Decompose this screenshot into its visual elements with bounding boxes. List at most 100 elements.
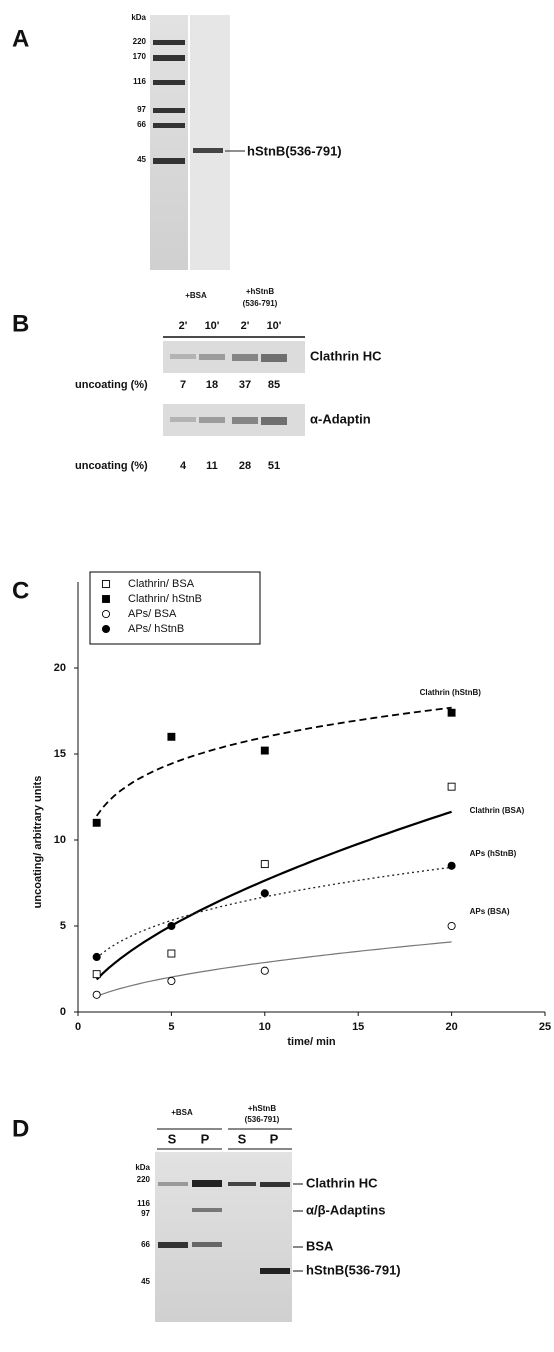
marker [167,976,176,986]
blot-band [261,417,287,425]
blot-band [170,354,196,359]
condition: +hStnB [248,1104,276,1113]
y-tick-label: 0 [60,1006,66,1018]
uncoating-value: 85 [268,379,280,391]
band-label: BSA [306,1238,334,1253]
marker [92,970,101,979]
ladder-label: 66 [137,120,146,129]
y-tick-label: 5 [60,920,66,932]
y-tick-label: 10 [54,834,66,846]
marker [92,818,101,827]
ladder-label: kDa [135,1163,150,1172]
gel-bands [153,40,223,164]
lane-label: S [168,1131,177,1146]
blot-band [199,417,225,423]
condition: (536-791) [243,299,278,308]
x-tick-label: 25 [539,1021,551,1033]
ladder-label: 45 [141,1277,150,1286]
x-tick-label: 0 [75,1021,81,1033]
marker [102,595,110,603]
condition: +BSA [171,1108,193,1117]
ladder-label: 97 [141,1209,150,1218]
uncoating-value: 51 [268,460,280,472]
marker [260,860,269,869]
marker [260,889,269,898]
x-tick-label: 5 [168,1021,174,1033]
band-label: hStnB(536-791) [247,143,342,158]
marker [167,949,176,958]
time-label: 2' [241,320,250,332]
x-tick-label: 20 [445,1021,457,1033]
panel-label: A [12,25,29,52]
blot-band [199,354,225,360]
trend-curve [95,706,452,817]
time-label: 10' [267,320,282,332]
gel-lane [150,15,188,270]
trend-curve [95,810,452,981]
panel-label: B [12,310,29,337]
panel-label: C [12,577,29,604]
legend-label: Clathrin/ hStnB [128,593,202,605]
uncoating-value: 18 [206,379,218,391]
band-label: α/β-Adaptins [306,1202,385,1217]
uncoating-value: 11 [206,460,218,472]
band-label: hStnB(536-791) [306,1262,401,1277]
y-tick-label: 20 [54,662,66,674]
marker [260,966,269,975]
uncoating-value: 28 [239,460,251,472]
blot-band [261,354,287,362]
panel-label: D [12,1115,29,1142]
condition: +BSA [185,291,207,300]
y-axis-label: uncoating/ arbitrary units [32,776,44,909]
condition: +hStnB [246,287,274,296]
row-label: uncoating (%) [75,460,148,472]
ladder-label: 116 [133,77,146,86]
gel [155,1152,292,1322]
curve-label: APs (hStnB) [470,849,517,858]
legend-box [89,571,261,645]
uncoating-value: 37 [239,379,251,391]
blot-name: Clathrin HC [310,348,382,363]
legend: Clathrin/ BSA Clathrin/ hStnB APs/ BSA APs/… [89,571,261,645]
legend-label: Clathrin/ BSA [128,578,195,590]
ladder-label: 97 [137,105,146,114]
ladder-label: 170 [133,52,147,61]
gel-bands [158,1180,290,1274]
y-tick-label: 15 [54,748,66,760]
band-label: Clathrin HC [306,1175,378,1190]
marker [92,990,101,999]
time-label: 10' [205,320,220,332]
uncoating-value: 4 [180,460,187,472]
lane-label: S [238,1131,247,1146]
marker [447,708,456,717]
blot-band [232,417,258,424]
blot-band [232,354,258,361]
curve-label: Clathrin (hStnB) [420,688,482,697]
x-axis-label: time/ min [287,1036,336,1048]
legend-label: APs/ BSA [128,608,177,620]
lane-label: P [201,1131,210,1146]
blot-band [170,417,196,422]
marker [101,624,111,634]
ladder-label: 220 [137,1175,151,1184]
legend-label: APs/ hStnB [128,623,184,635]
x-tick-label: 15 [352,1021,364,1033]
x-tick-label: 10 [259,1021,271,1033]
gel-lane [190,15,230,270]
marker [92,952,101,962]
lane-label: P [270,1131,279,1146]
ladder-label: 45 [137,155,146,164]
marker [260,746,269,755]
ladder-label: 116 [137,1199,150,1208]
ladder-label: 66 [141,1240,150,1249]
marker [101,609,111,619]
marker [102,580,110,588]
time-label: 2' [179,320,188,332]
marker [447,782,456,791]
marker [447,861,456,870]
ladder-label: 220 [133,37,147,46]
blot-name: α-Adaptin [310,411,371,426]
ladder-label: kDa [131,13,146,22]
trend-curve [96,941,452,997]
uncoating-value: 7 [180,379,186,391]
